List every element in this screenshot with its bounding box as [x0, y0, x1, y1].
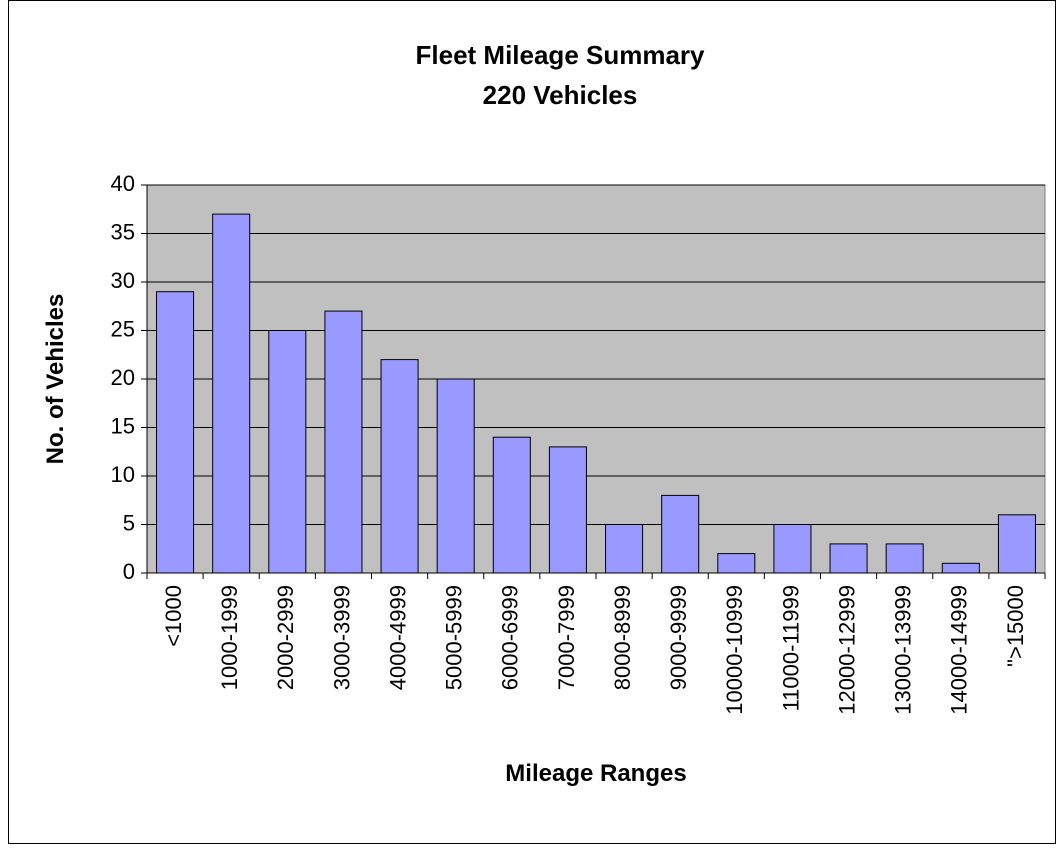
x-tick-label: 7000-7999	[554, 585, 579, 690]
bar	[885, 543, 924, 574]
x-axis-title: Mileage Ranges	[505, 760, 686, 787]
bar	[605, 524, 644, 574]
y-tick-label: 10	[111, 462, 135, 487]
x-tick-label: 14000-14999	[947, 585, 972, 715]
x-tick-label: ">15000	[1003, 585, 1028, 667]
x-tick-label: 11000-11999	[778, 585, 803, 711]
y-tick-label: 35	[111, 219, 135, 244]
bar	[268, 330, 307, 574]
x-tick-label: 2000-2999	[273, 585, 298, 690]
x-tick-label: 6000-6999	[498, 585, 523, 690]
x-tick-label: 13000-13999	[891, 585, 916, 715]
x-tick-label: 4000-4999	[385, 585, 410, 690]
bar	[773, 524, 812, 574]
y-tick-label: 30	[111, 268, 135, 293]
y-tick-label: 40	[111, 171, 135, 196]
x-tick-label: 3000-3999	[329, 585, 354, 690]
x-tick-label: 1000-1999	[217, 585, 242, 690]
bar	[548, 446, 587, 574]
chart-subtitle: 220 Vehicles	[483, 80, 638, 110]
y-tick-label: 0	[123, 559, 135, 584]
y-tick-label: 15	[111, 413, 135, 438]
bar	[324, 310, 363, 574]
x-tick-label: <1000	[161, 585, 186, 647]
bar	[436, 378, 475, 574]
bar	[212, 213, 251, 574]
y-axis-title: No. of Vehicles	[42, 294, 69, 465]
bar	[380, 359, 419, 574]
x-tick-label: 10000-10999	[722, 585, 747, 715]
bar	[492, 436, 531, 574]
bar	[156, 291, 195, 574]
x-tick-label: 9000-9999	[666, 585, 691, 690]
bar	[941, 562, 980, 574]
bar	[717, 553, 756, 574]
x-tick-label: 12000-12999	[834, 585, 859, 715]
chart-title: Fleet Mileage Summary	[416, 40, 706, 70]
x-tick-label: 5000-5999	[442, 585, 467, 690]
bar	[829, 543, 868, 574]
y-tick-label: 20	[111, 365, 135, 390]
x-tick-label: 8000-8999	[610, 585, 635, 690]
y-tick-label: 5	[123, 510, 135, 535]
bar	[661, 494, 700, 574]
y-tick-label: 25	[111, 316, 135, 341]
bar	[997, 514, 1036, 574]
